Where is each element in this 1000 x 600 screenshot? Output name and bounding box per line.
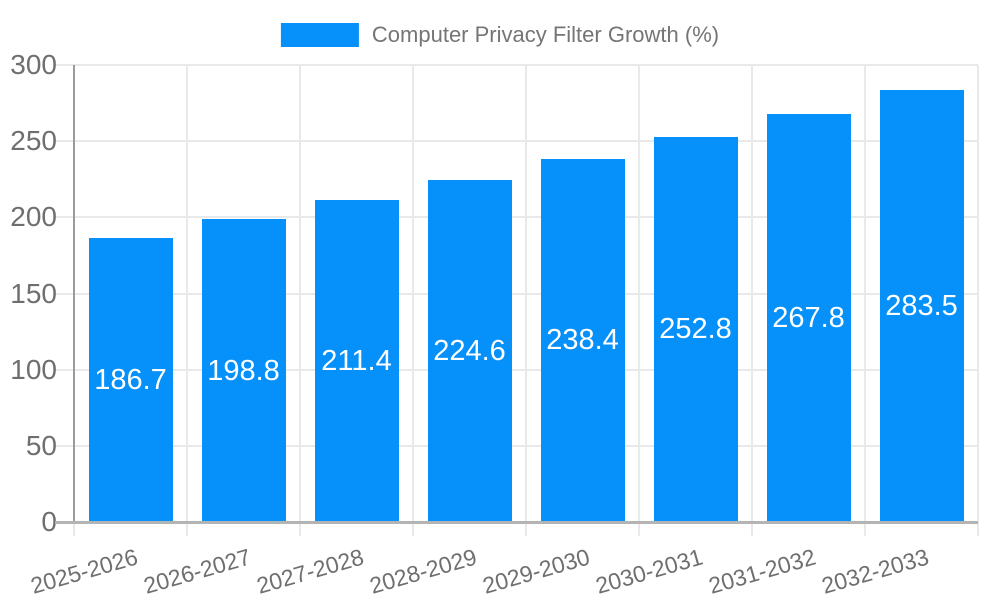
x-tick-label: 2030-2031 [592,543,706,599]
bar-value-label: 211.4 [321,344,392,377]
plot-area: 186.7 198.8 211.4 224.6 238.4 252.8 267.8 283.5 [55,64,979,536]
x-tick-label: 2026-2027 [140,543,254,599]
x-tick-label: 2032-2033 [818,543,932,599]
bar-value-label: 198.8 [207,354,280,387]
h-gridline [55,140,978,143]
bar-value-label: 238.4 [546,324,619,357]
v-gridline [864,65,866,536]
h-gridline [55,368,978,371]
y-tick-label: 50 [25,429,57,461]
bar [88,237,173,522]
x-tick-label: 2031-2032 [705,543,819,599]
y-axis-line [73,65,75,522]
v-gridline [638,65,640,536]
h-gridline [55,444,978,447]
v-gridline [412,65,414,536]
v-gridline [525,65,527,536]
bar-value-label: 283.5 [885,290,958,323]
x-tick-label: 2027-2028 [253,543,367,599]
bar [766,114,851,522]
bar [314,199,399,522]
bar [540,158,625,522]
bar [879,90,964,522]
bar-value-label: 224.6 [433,334,506,367]
bar [653,136,738,522]
y-tick-label: 150 [10,277,57,309]
y-tick-label: 100 [10,353,57,385]
legend-swatch [280,23,359,47]
h-gridline [55,216,978,219]
v-gridline [299,65,301,536]
v-gridline [186,65,188,536]
bar-value-label: 186.7 [94,363,167,396]
chart-legend: Computer Privacy Filter Growth (%) [280,22,720,48]
bar-value-label: 267.8 [772,302,845,335]
h-gridline [55,64,978,66]
x-tick-label: 2029-2030 [479,543,593,599]
x-tick-label: 2028-2029 [366,543,480,599]
bar [427,179,512,522]
h-gridline [55,292,978,295]
v-gridline [751,65,753,536]
bar-value-label: 252.8 [659,313,732,346]
x-tick-label: 2025-2026 [27,543,141,599]
y-tick-label: 200 [10,201,57,233]
x-baseline [55,521,978,524]
legend-label: Computer Privacy Filter Growth (%) [371,22,720,47]
bar [201,219,286,522]
y-tick-label: 300 [10,49,57,80]
y-tick-label: 0 [41,506,57,537]
v-gridline [977,65,979,536]
y-tick-label: 250 [10,125,57,157]
